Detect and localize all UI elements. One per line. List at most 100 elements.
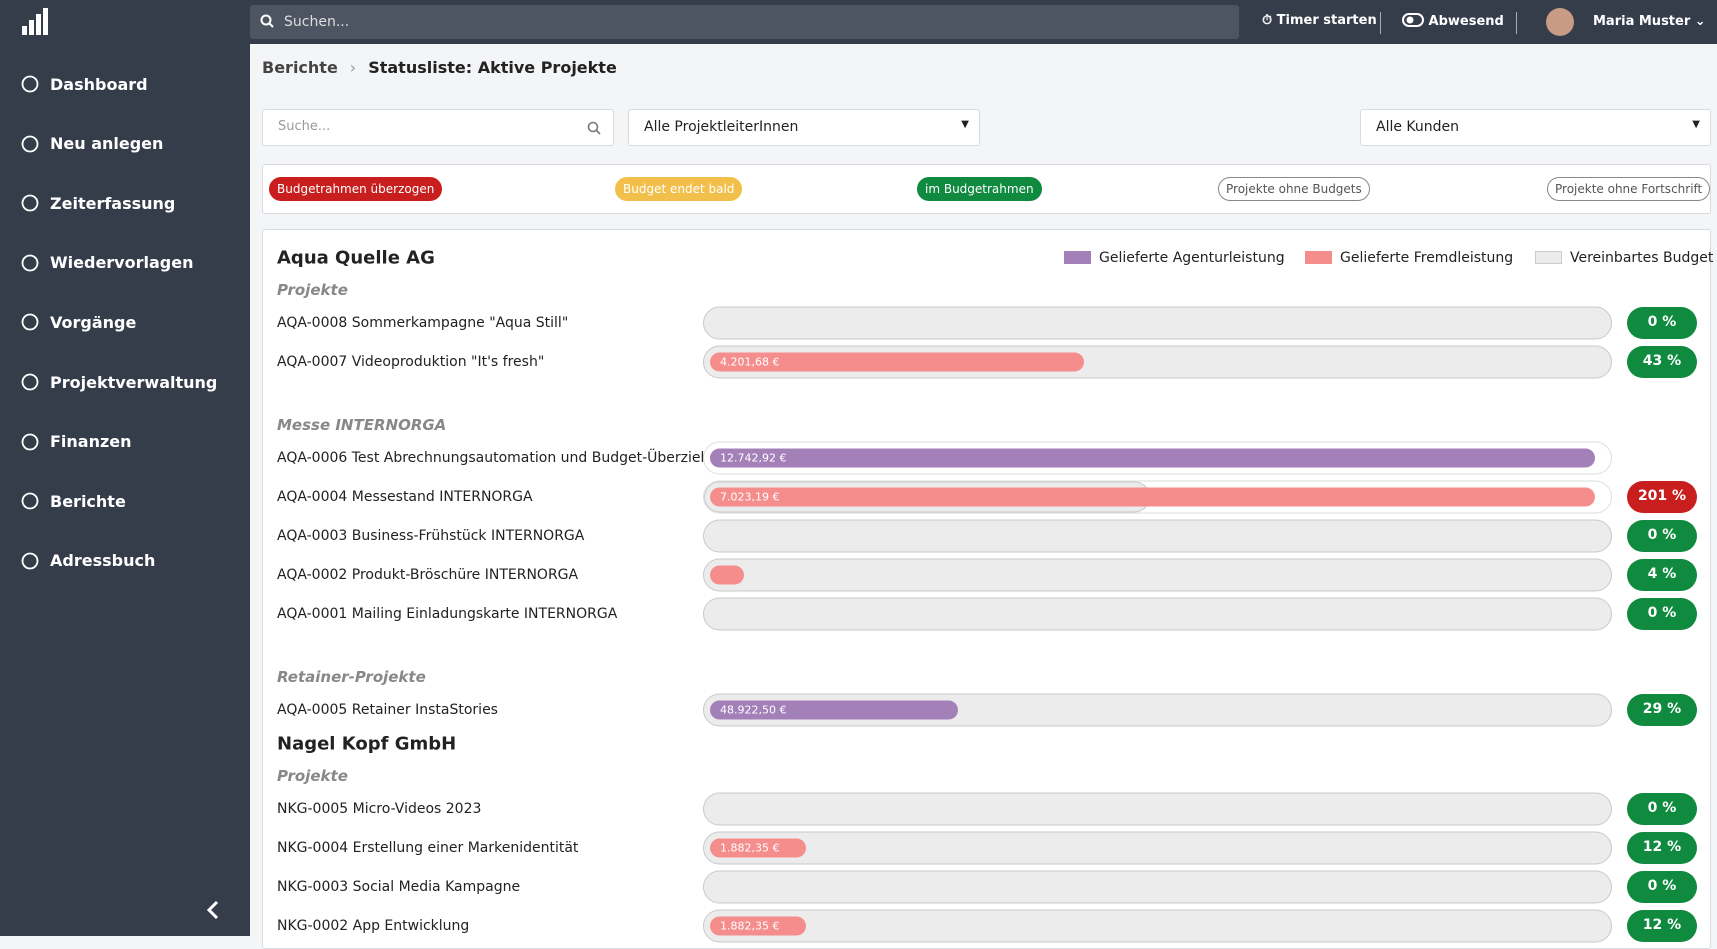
budget-track: 48.922,50 € [703, 693, 1612, 727]
amount-label: 12.742,92 € [720, 451, 787, 465]
budget-track [703, 870, 1612, 904]
breadcrumb-current: Statusliste: Aktive Projekte [368, 58, 617, 77]
budget-track: 4.201,68 € [703, 345, 1612, 379]
budget-track [703, 558, 1612, 592]
project-name[interactable]: AQA-0001 Mailing Einladungskarte INTERNO… [277, 606, 618, 622]
breadcrumb: Berichte › Statusliste: Aktive Projekte [262, 58, 617, 77]
nav-item[interactable]: Neu anlegen [20, 132, 163, 156]
progress-bar: 7.023,19 € [710, 487, 1595, 507]
search-input[interactable]: Suche... [262, 109, 614, 146]
status-filter[interactable]: Projekte ohne Budgets [1218, 177, 1370, 201]
percent-badge: 4 % [1627, 559, 1697, 591]
legend-swatch [1064, 251, 1091, 264]
nav-item[interactable]: Wiedervorlagen [20, 251, 193, 275]
status-filter[interactable]: Budget endet bald [615, 177, 743, 201]
divider [1380, 12, 1381, 34]
nav-label: Projektverwaltung [50, 372, 218, 392]
amount-label: 1.882,35 € [720, 841, 780, 855]
collapse-button[interactable] [206, 900, 220, 920]
nav-label: Finanzen [50, 432, 132, 452]
progress-bar [710, 565, 744, 585]
project-name[interactable]: NKG-0002 App Entwicklung [277, 918, 470, 934]
progress-bar: 1.882,35 € [710, 916, 806, 936]
percent-badge: 12 % [1627, 832, 1697, 864]
status-filter[interactable]: im Budgetrahmen [917, 177, 1042, 201]
project-name[interactable]: AQA-0005 Retainer InstaStories [277, 702, 498, 718]
progress-bar: 1.882,35 € [710, 838, 806, 858]
project-name[interactable]: AQA-0002 Produkt-Bröschüre INTERNORGA [277, 567, 579, 583]
nav-label: Adressbuch [50, 551, 156, 571]
avatar[interactable] [1546, 8, 1574, 36]
nav-item[interactable]: Dashboard [20, 72, 148, 96]
amount-label: 1.882,35 € [720, 919, 780, 933]
status-filter-bar: Budgetrahmen überzogen Budget endet bald i… [262, 164, 1711, 214]
percent-badge: 0 % [1627, 307, 1697, 339]
budget-track: 12.742,92 € [703, 441, 1612, 475]
project-name[interactable]: AQA-0004 Messestand INTERNORGA [277, 489, 533, 505]
nav-item[interactable]: Vorgänge [20, 310, 136, 334]
client-name: Nagel Kopf GmbH [277, 733, 457, 755]
divider [1516, 12, 1517, 34]
group-name: Projekte [277, 767, 348, 785]
group-name: Projekte [277, 281, 348, 299]
user-menu[interactable]: Maria Muster ⌄ [1593, 14, 1706, 29]
budget-track [703, 597, 1612, 631]
nav-item[interactable]: Berichte [20, 489, 126, 513]
budget-track: 1.882,35 € [703, 831, 1612, 865]
timer-button[interactable]: ⏱ Timer starten [1262, 13, 1377, 28]
legend-label: Gelieferte Agenturleistung [1099, 250, 1285, 266]
logo [22, 8, 48, 35]
customer-value: Alle Kunden [1376, 119, 1460, 135]
budget-track [703, 792, 1612, 826]
nav-item[interactable]: Zeiterfassung [20, 191, 175, 215]
status-toggle[interactable]: Abwesend [1402, 13, 1504, 29]
manager-select[interactable]: Alle ProjektleiterInnen ▼ [628, 109, 980, 146]
percent-badge: 0 % [1627, 598, 1697, 630]
sidebar: Dashboard Neu anlegen Zeiterfassung Wiederv… [0, 0, 250, 936]
budget-track: 1.882,35 € [703, 909, 1612, 943]
project-name[interactable]: AQA-0007 Videoproduktion "It's fresh" [277, 354, 545, 370]
amount-label: 48.922,50 € [720, 703, 787, 717]
project-name[interactable]: NKG-0005 Micro-Videos 2023 [277, 801, 482, 817]
legend-label: Vereinbartes Budget [1570, 250, 1714, 266]
search-placeholder: Suche... [278, 119, 331, 134]
manager-value: Alle ProjektleiterInnen [644, 119, 799, 135]
legend-swatch [1305, 251, 1332, 264]
budget-track [703, 519, 1612, 553]
amount-label: 7.023,19 € [720, 490, 780, 504]
global-search[interactable]: Suchen... [250, 5, 1239, 39]
customer-select[interactable]: Alle Kunden ▼ [1360, 109, 1711, 146]
user-name: Maria Muster [1593, 14, 1691, 29]
status-filter[interactable]: Projekte ohne Fortschrift [1547, 177, 1711, 201]
legend-swatch [1535, 251, 1562, 264]
nav-label: Zeiterfassung [50, 193, 176, 213]
search-placeholder: Suchen... [284, 14, 350, 30]
percent-badge: 43 % [1627, 346, 1697, 378]
nav-label: Vorgänge [50, 312, 137, 332]
nav-item[interactable]: Adressbuch [20, 549, 155, 573]
percent-badge: 0 % [1627, 871, 1697, 903]
project-name[interactable]: AQA-0003 Business-Frühstück INTERNORGA [277, 528, 585, 544]
percent-badge: 201 % [1627, 481, 1697, 513]
percent-badge: 12 % [1627, 910, 1697, 942]
group-name: Retainer-Projekte [277, 668, 426, 686]
project-name[interactable]: NKG-0004 Erstellung einer Markenidentitä… [277, 840, 579, 856]
project-name[interactable]: AQA-0008 Sommerkampagne "Aqua Still" [277, 315, 569, 331]
percent-badge: 0 % [1627, 793, 1697, 825]
breadcrumb-parent[interactable]: Berichte [262, 58, 338, 77]
project-name[interactable]: NKG-0003 Social Media Kampagne [277, 879, 521, 895]
progress-bar: 48.922,50 € [710, 700, 959, 720]
group-name: Messe INTERNORGA [277, 416, 447, 434]
budget-track [703, 306, 1612, 340]
nav-label: Neu anlegen [50, 134, 164, 154]
client-name: Aqua Quelle AG [277, 247, 435, 269]
timer-label: Timer starten [1276, 13, 1377, 28]
nav-item[interactable]: Projektverwaltung [20, 370, 217, 394]
nav-item[interactable]: Finanzen [20, 430, 132, 454]
percent-badge: 29 % [1627, 694, 1697, 726]
nav-label: Dashboard [50, 74, 148, 94]
project-name[interactable]: AQA-0006 Test Abrechnungsautomation und … [277, 450, 723, 466]
progress-bar: 4.201,68 € [710, 352, 1084, 372]
status-filter[interactable]: Budgetrahmen überzogen [269, 177, 443, 201]
